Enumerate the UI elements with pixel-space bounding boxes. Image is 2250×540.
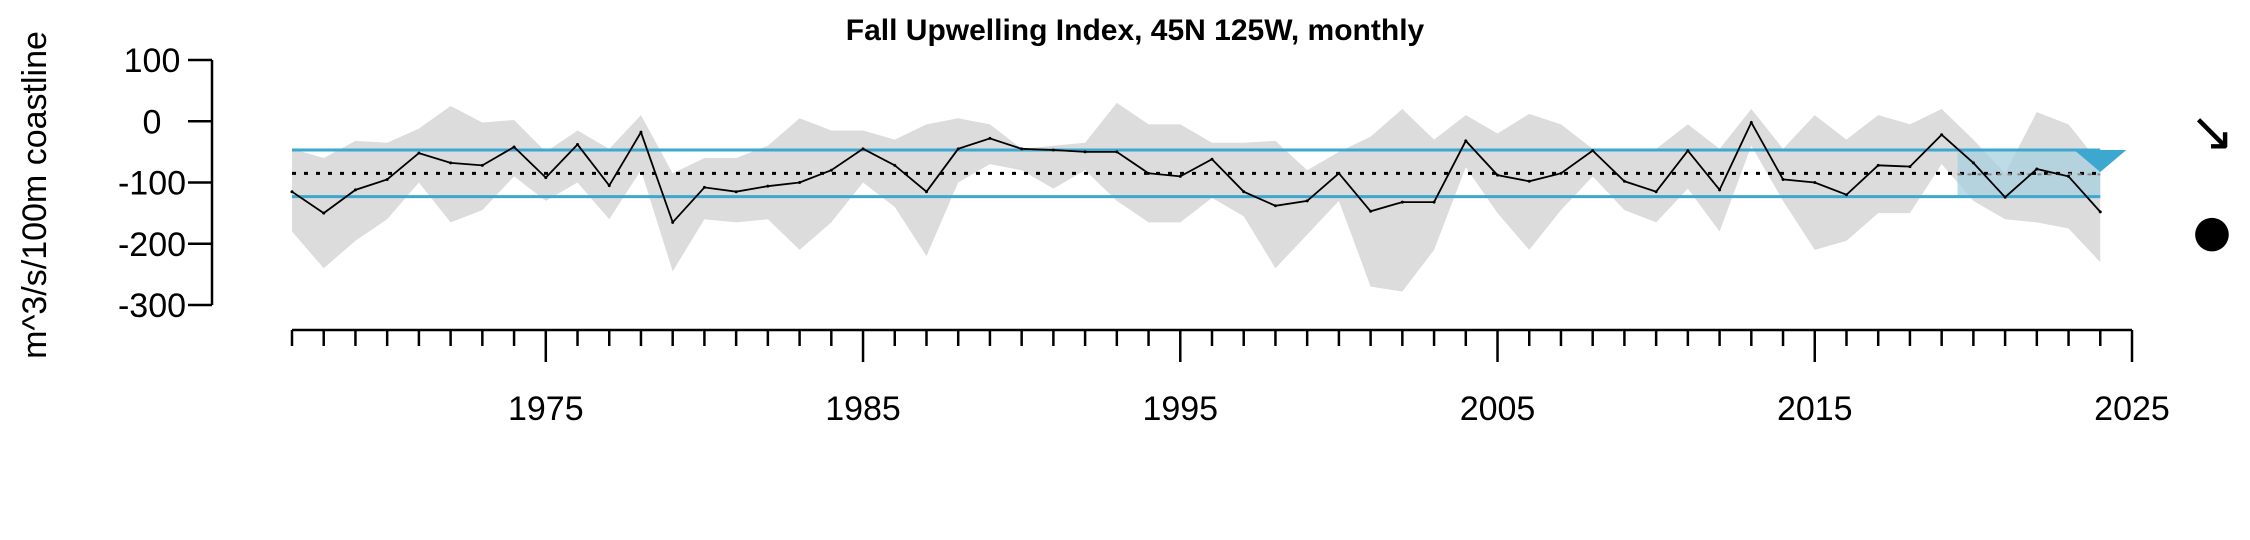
data-point [385,177,389,181]
data-point [1464,139,1468,143]
data-point [322,211,326,215]
data-point [1337,171,1341,175]
data-point [1908,165,1912,169]
data-point [734,190,738,194]
data-point [924,190,928,194]
data-point [512,145,516,149]
data-point [1496,173,1500,177]
data-point [1813,181,1817,184]
data-point [1781,177,1785,181]
chart-title: Fall Upwelling Index, 45N 125W, monthly [846,14,1425,47]
data-point [671,220,675,224]
data-point [449,161,453,165]
data-point [766,184,770,188]
recent-highlight-triangle [2074,150,2127,173]
data-point [1622,179,1626,183]
x-tick-label: 1995 [1142,390,1218,428]
y-tick-label: -200 [118,226,186,264]
data-point [1940,133,1944,137]
data-point [607,184,611,188]
data-point [353,188,357,192]
x-tick-label: 1985 [825,390,901,428]
data-point [2035,167,2039,171]
series-line [291,120,2101,225]
data-point [1876,163,1880,167]
data-point [1273,204,1277,208]
data-point [1178,174,1182,178]
x-tick-label: 1975 [508,390,584,428]
y-tick-label: -100 [118,165,186,203]
y-tick-label: 0 [143,103,162,141]
data-point [576,143,580,147]
data-point [1400,200,1404,204]
data-point [290,190,294,194]
data-point [1527,179,1531,183]
x-tick-label: 2025 [2094,390,2170,428]
reference-lines-layer [292,148,2101,199]
data-point [988,136,992,140]
data-point [1844,193,1848,197]
y-axis-label: m^3/s/100m coastline [16,31,54,359]
data-point [1210,157,1214,161]
y-tick-label: 100 [124,42,181,80]
data-point [1432,200,1436,204]
data-point [829,168,833,172]
axes-layer: 100 0 -100 -200 -300 1975 1985 1995 2005 2015 2025 [118,42,2170,428]
data-point [2067,174,2071,178]
data-point [2098,210,2102,214]
data-point [1083,150,1087,154]
x-tick-label: 2005 [1460,390,1536,428]
data-point [1147,171,1151,175]
data-point [1559,171,1563,175]
data-point [1591,149,1595,153]
data-point [1051,148,1055,152]
data-point [893,163,897,167]
data-point [1654,190,1658,194]
data-point [417,151,421,155]
data-point [1686,149,1690,153]
data-point [2003,195,2007,199]
x-tick-label: 2015 [1777,390,1853,428]
data-point [1971,161,1975,165]
data-point [1718,188,1722,192]
data-point [639,130,643,134]
data-point [956,147,960,151]
data-point [798,181,802,184]
data-point [861,147,865,151]
data-point [544,176,548,180]
trend-arrow-icon: ↘ [2189,100,2234,163]
mean-status-dot-icon: ● [2193,206,2231,257]
data-point [1749,120,1753,124]
data-point [1020,147,1024,151]
data-point [702,185,706,189]
data-point [1115,150,1119,154]
data-point [1305,199,1309,203]
y-tick-label: -300 [118,287,186,325]
data-point [1369,209,1373,213]
data-point [480,163,484,167]
series-layer [290,120,2102,225]
data-point [1242,190,1246,194]
